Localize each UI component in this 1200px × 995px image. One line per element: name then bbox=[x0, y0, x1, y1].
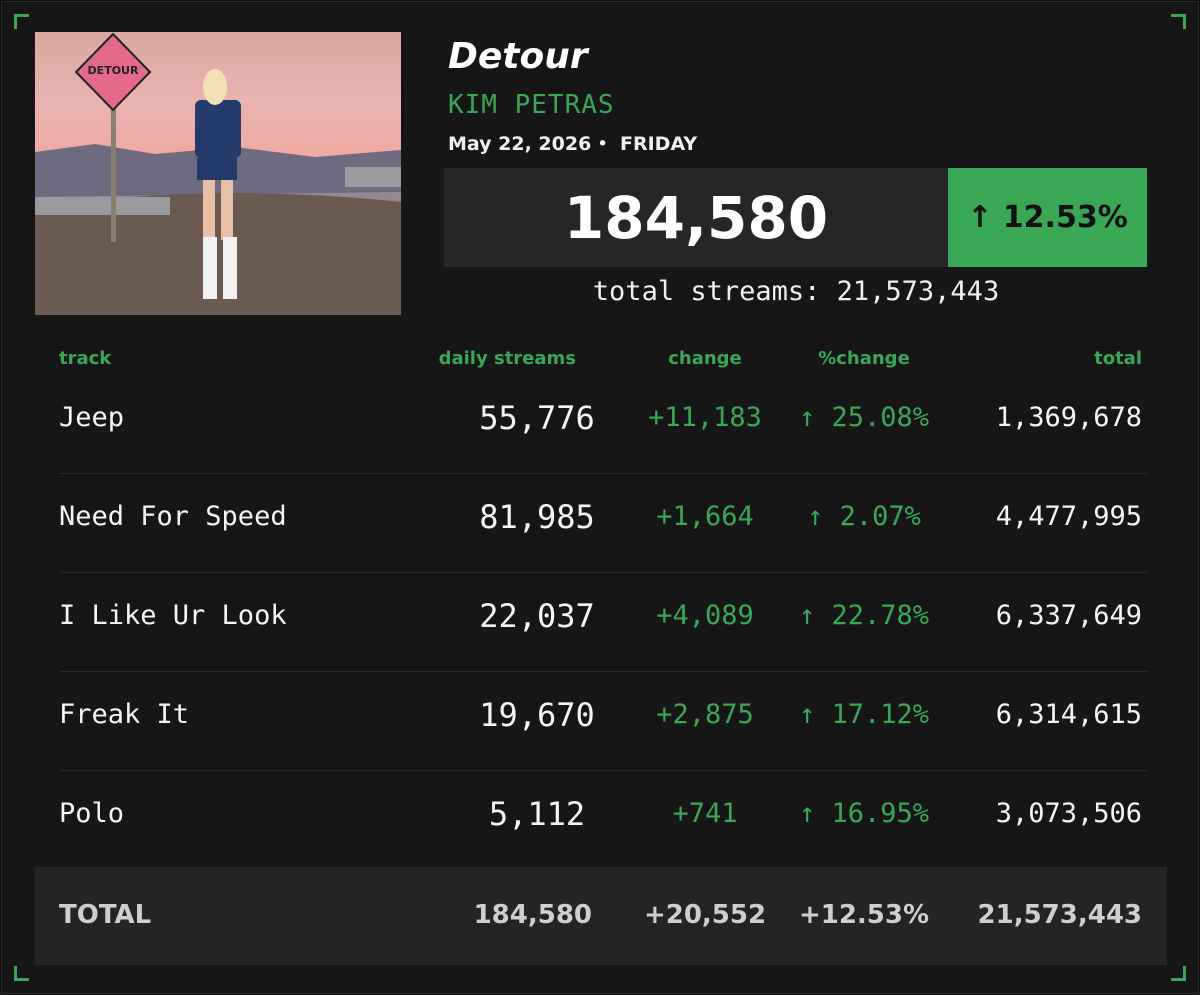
percent-change: ↑ 17.12% bbox=[798, 699, 930, 730]
total-streams: 6,337,649 bbox=[995, 600, 1142, 631]
corner bbox=[14, 14, 29, 29]
track-name: Freak It bbox=[59, 699, 190, 730]
daily-streams: 22,037 bbox=[479, 597, 595, 635]
weekday: FRIDAY bbox=[620, 133, 698, 155]
change: +11,183 bbox=[648, 402, 762, 433]
total-cell: +20,552 bbox=[643, 900, 767, 930]
artist-name: KIM PETRAS bbox=[448, 90, 615, 120]
percent-change: ↑ 22.78% bbox=[798, 600, 930, 631]
total-streams: 1,369,678 bbox=[995, 402, 1142, 433]
album-title: Detour bbox=[448, 36, 588, 77]
daily-change: ↑ 12.53% bbox=[948, 168, 1147, 267]
column-header: total bbox=[1094, 348, 1142, 369]
row-separator bbox=[60, 671, 1147, 672]
column-header: change bbox=[668, 348, 742, 369]
percent-change: ↑ 2.07% bbox=[807, 501, 921, 532]
daily-streams: 184,580 bbox=[444, 168, 948, 267]
track-name: I Like Ur Look bbox=[59, 600, 287, 631]
album-cover: DETOUR bbox=[35, 32, 401, 315]
total-streams-value: 21,573,443 bbox=[836, 276, 1000, 307]
separator-dot: • bbox=[597, 133, 609, 155]
total-cell: 21,573,443 bbox=[977, 900, 1142, 930]
corner bbox=[1171, 966, 1186, 981]
percent-change: ↑ 25.08% bbox=[798, 402, 930, 433]
daily-streams: 19,670 bbox=[479, 696, 595, 734]
total-cell: +12.53% bbox=[798, 900, 930, 930]
total-streams-label: total streams: bbox=[592, 276, 821, 307]
track-name: Polo bbox=[59, 798, 125, 829]
daily-streams: 55,776 bbox=[479, 399, 595, 437]
column-header: daily streams bbox=[438, 348, 576, 369]
row-separator bbox=[60, 572, 1147, 573]
change: +741 bbox=[672, 798, 738, 829]
track-name: Jeep bbox=[59, 402, 125, 433]
change: +1,664 bbox=[656, 501, 754, 532]
total-streams: 4,477,995 bbox=[995, 501, 1142, 532]
corner bbox=[1171, 14, 1186, 29]
percent-change: ↑ 16.95% bbox=[798, 798, 930, 829]
column-header: track bbox=[59, 348, 112, 369]
total-cell: 184,580 bbox=[473, 900, 592, 930]
change: +2,875 bbox=[656, 699, 754, 730]
total-streams: total streams: 21,573,443 bbox=[445, 276, 1147, 307]
row-separator bbox=[60, 770, 1147, 771]
row-separator bbox=[60, 473, 1147, 474]
daily-streams: 81,985 bbox=[479, 498, 595, 536]
column-header: %change bbox=[818, 348, 910, 369]
sign-text: DETOUR bbox=[88, 64, 139, 77]
track-name: Need For Speed bbox=[59, 501, 287, 532]
total-streams: 3,073,506 bbox=[995, 798, 1142, 829]
total-streams: 6,314,615 bbox=[995, 699, 1142, 730]
total-cell: TOTAL bbox=[59, 900, 152, 930]
total-row-background bbox=[35, 867, 1167, 965]
date: May 22, 2026 bbox=[448, 133, 592, 155]
corner bbox=[14, 966, 29, 981]
daily-streams: 5,112 bbox=[488, 795, 586, 833]
change: +4,089 bbox=[656, 600, 754, 631]
